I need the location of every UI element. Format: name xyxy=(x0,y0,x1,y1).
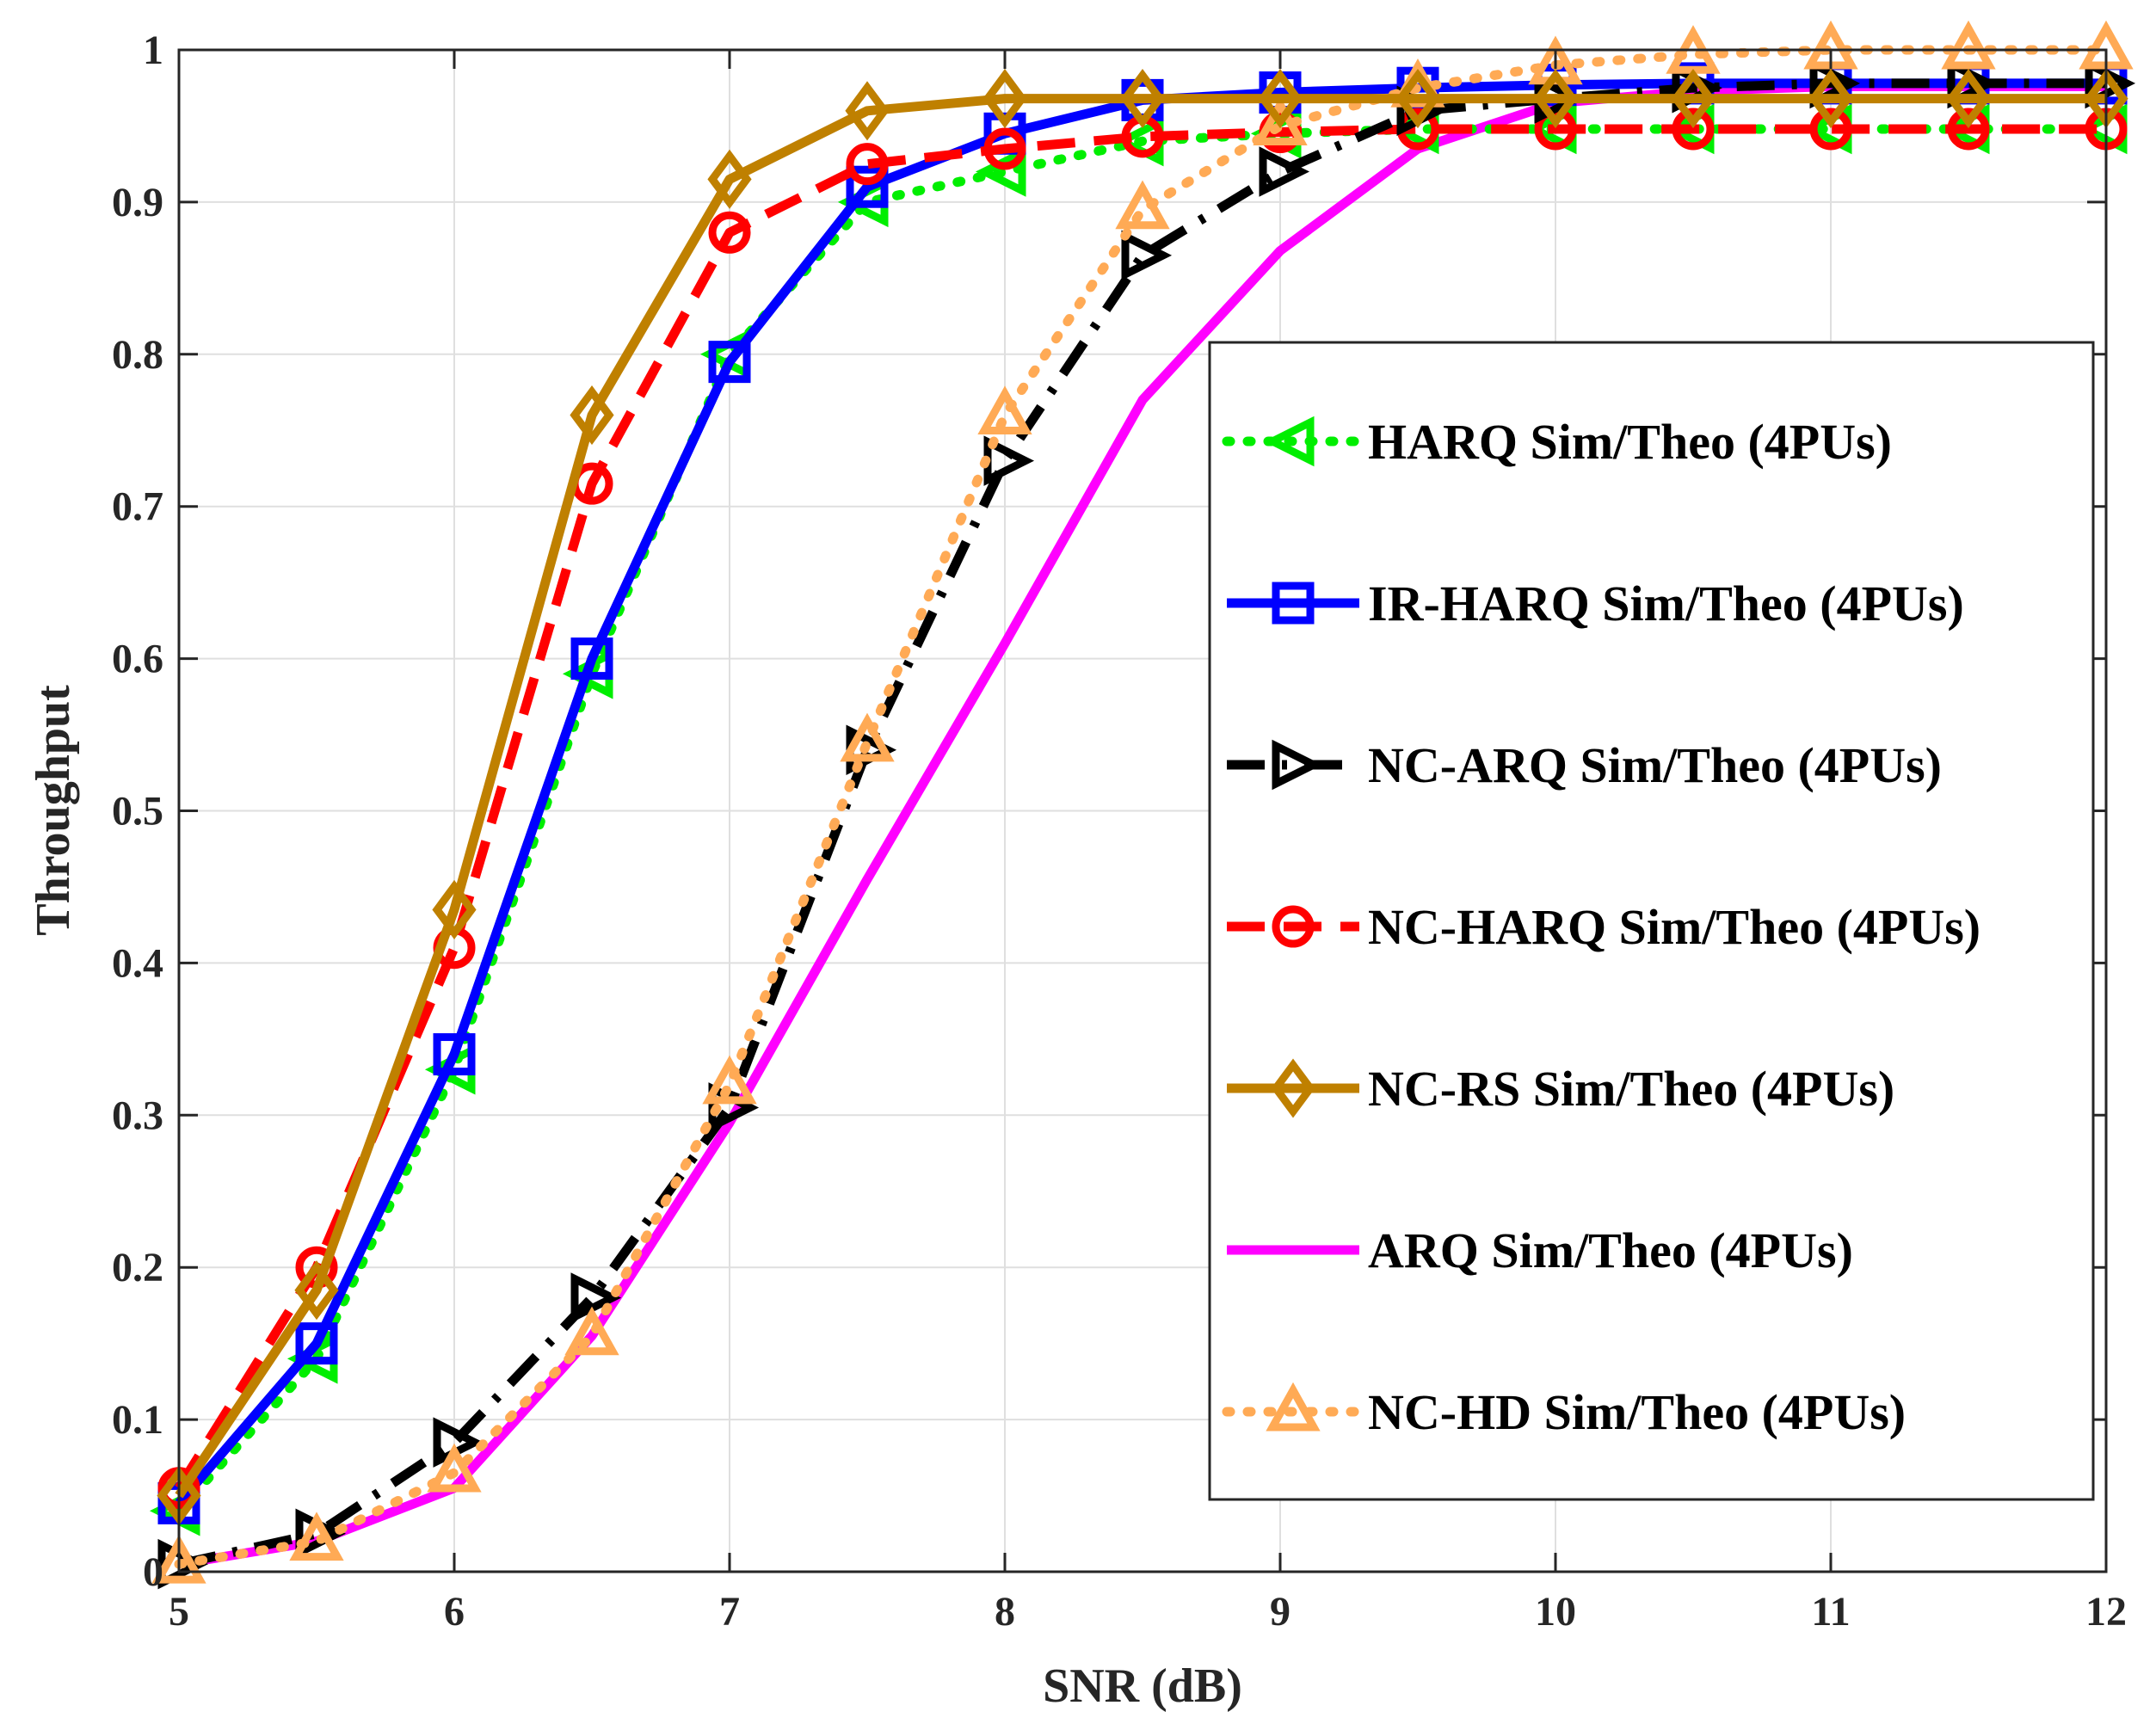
y-tick-label: 0.5 xyxy=(112,789,163,834)
legend-swatch-marker xyxy=(1266,1382,1321,1432)
series-line xyxy=(175,124,2106,1491)
data-point xyxy=(983,69,1027,129)
data-point xyxy=(294,1260,339,1321)
legend-item: NC-ARQ Sim/Theo (4PUs) xyxy=(1227,737,1942,793)
data-point xyxy=(427,1443,482,1493)
legend-item: NC-HARQ Sim/Theo (4PUs) xyxy=(1227,899,1980,955)
legend-swatch-marker xyxy=(1272,582,1315,625)
y-axis-label: Throughput xyxy=(27,685,80,936)
legend-box xyxy=(1208,341,2095,1501)
data-point xyxy=(840,712,895,762)
legend-swatch-marker xyxy=(1263,416,1315,467)
legend-item: HARQ Sim/Theo (4PUs) xyxy=(1222,414,1892,470)
series-layer xyxy=(149,20,2136,1590)
data-point xyxy=(151,1534,206,1584)
legend-label: NC-ARQ Sim/Theo (4PUs) xyxy=(1368,737,1942,793)
y-tick-label: 0.8 xyxy=(112,332,163,378)
data-point xyxy=(295,1322,338,1365)
x-tick-label: 6 xyxy=(444,1589,465,1635)
legend-swatch-marker xyxy=(1272,905,1315,948)
y-tick-label: 0.9 xyxy=(112,180,163,225)
data-point xyxy=(846,165,889,208)
data-point xyxy=(1259,146,1310,197)
x-tick-label: 11 xyxy=(1811,1589,1850,1635)
legend-swatch-marker xyxy=(1271,1058,1315,1118)
y-tick-label: 0.1 xyxy=(112,1397,163,1443)
data-point xyxy=(1258,69,1303,129)
data-point xyxy=(1395,69,1440,129)
legend-item: NC-HD Sim/Theo (4PUs) xyxy=(1222,1382,1906,1440)
data-point xyxy=(1941,20,1996,70)
data-point xyxy=(1808,69,1853,129)
series-4 xyxy=(157,69,2128,1526)
data-point xyxy=(289,1512,344,1561)
data-point xyxy=(1947,108,1990,151)
data-point xyxy=(708,211,751,254)
data-point xyxy=(433,1033,476,1076)
data-point xyxy=(1533,69,1578,129)
legend-label: NC-HD Sim/Theo (4PUs) xyxy=(1368,1384,1906,1440)
x-tick-label: 8 xyxy=(995,1589,1015,1635)
data-point xyxy=(977,385,1032,435)
data-point xyxy=(1121,230,1173,281)
y-tick-label: 1 xyxy=(143,28,163,73)
x-tick-label: 12 xyxy=(2085,1589,2127,1635)
data-point xyxy=(1120,69,1165,129)
x-tick-label: 9 xyxy=(1270,1589,1291,1635)
y-tick-label: 0.7 xyxy=(112,484,163,530)
series-line xyxy=(175,94,2106,1499)
y-tick-label: 0.3 xyxy=(112,1093,163,1138)
data-point xyxy=(1115,180,1170,230)
y-tick-label: 0 xyxy=(143,1549,163,1595)
data-point xyxy=(570,1272,622,1323)
data-point xyxy=(702,1055,757,1105)
data-point xyxy=(707,149,752,209)
x-axis-label: SNR (dB) xyxy=(1043,1659,1242,1713)
legend-item: IR-HARQ Sim/Theo (4PUs) xyxy=(1227,576,1964,631)
data-point xyxy=(1253,96,1308,145)
data-point xyxy=(1671,69,1716,129)
data-point xyxy=(564,1306,619,1356)
y-tick-label: 0.4 xyxy=(112,940,163,986)
y-tick-label: 0.6 xyxy=(112,637,163,682)
x-tick-labels: 5 6 7 8 9 10 11 12 xyxy=(169,1589,2127,1635)
y-tick-label: 0.2 xyxy=(112,1245,163,1290)
legend: HARQ Sim/Theo (4PUs) IR-HARQ Sim/Theo (4P… xyxy=(1208,341,2095,1501)
legend-label: IR-HARQ Sim/Theo (4PUs) xyxy=(1368,576,1964,631)
legend-swatch-marker xyxy=(1272,739,1323,791)
x-tick-label: 7 xyxy=(719,1589,740,1635)
legend-label: NC-RS Sim/Theo (4PUs) xyxy=(1368,1061,1894,1117)
data-point xyxy=(846,143,889,186)
data-point xyxy=(432,879,477,940)
data-point xyxy=(157,1538,209,1590)
data-point xyxy=(983,127,1026,170)
legend-label: ARQ Sim/Theo (4PUs) xyxy=(1368,1222,1853,1278)
x-tick-label: 5 xyxy=(169,1589,189,1635)
legend-item: ARQ Sim/Theo (4PUs) xyxy=(1227,1222,1853,1278)
data-point xyxy=(1672,108,1715,151)
data-point xyxy=(845,81,890,141)
data-point xyxy=(708,341,751,384)
legend-label: HARQ Sim/Theo (4PUs) xyxy=(1368,414,1892,470)
data-point xyxy=(570,637,613,680)
x-tick-label: 10 xyxy=(1535,1589,1576,1635)
data-point xyxy=(1946,69,1991,129)
legend-label: NC-HARQ Sim/Theo (4PUs) xyxy=(1368,899,1980,955)
legend-item: NC-RS Sim/Theo (4PUs) xyxy=(1227,1058,1894,1118)
y-tick-labels: 0 0.1 0.2 0.3 0.4 0.5 0.6 0.7 0.8 0.9 1 xyxy=(112,28,163,1595)
series-line xyxy=(174,45,2111,1569)
data-point xyxy=(1809,108,1852,151)
data-point xyxy=(570,385,614,446)
